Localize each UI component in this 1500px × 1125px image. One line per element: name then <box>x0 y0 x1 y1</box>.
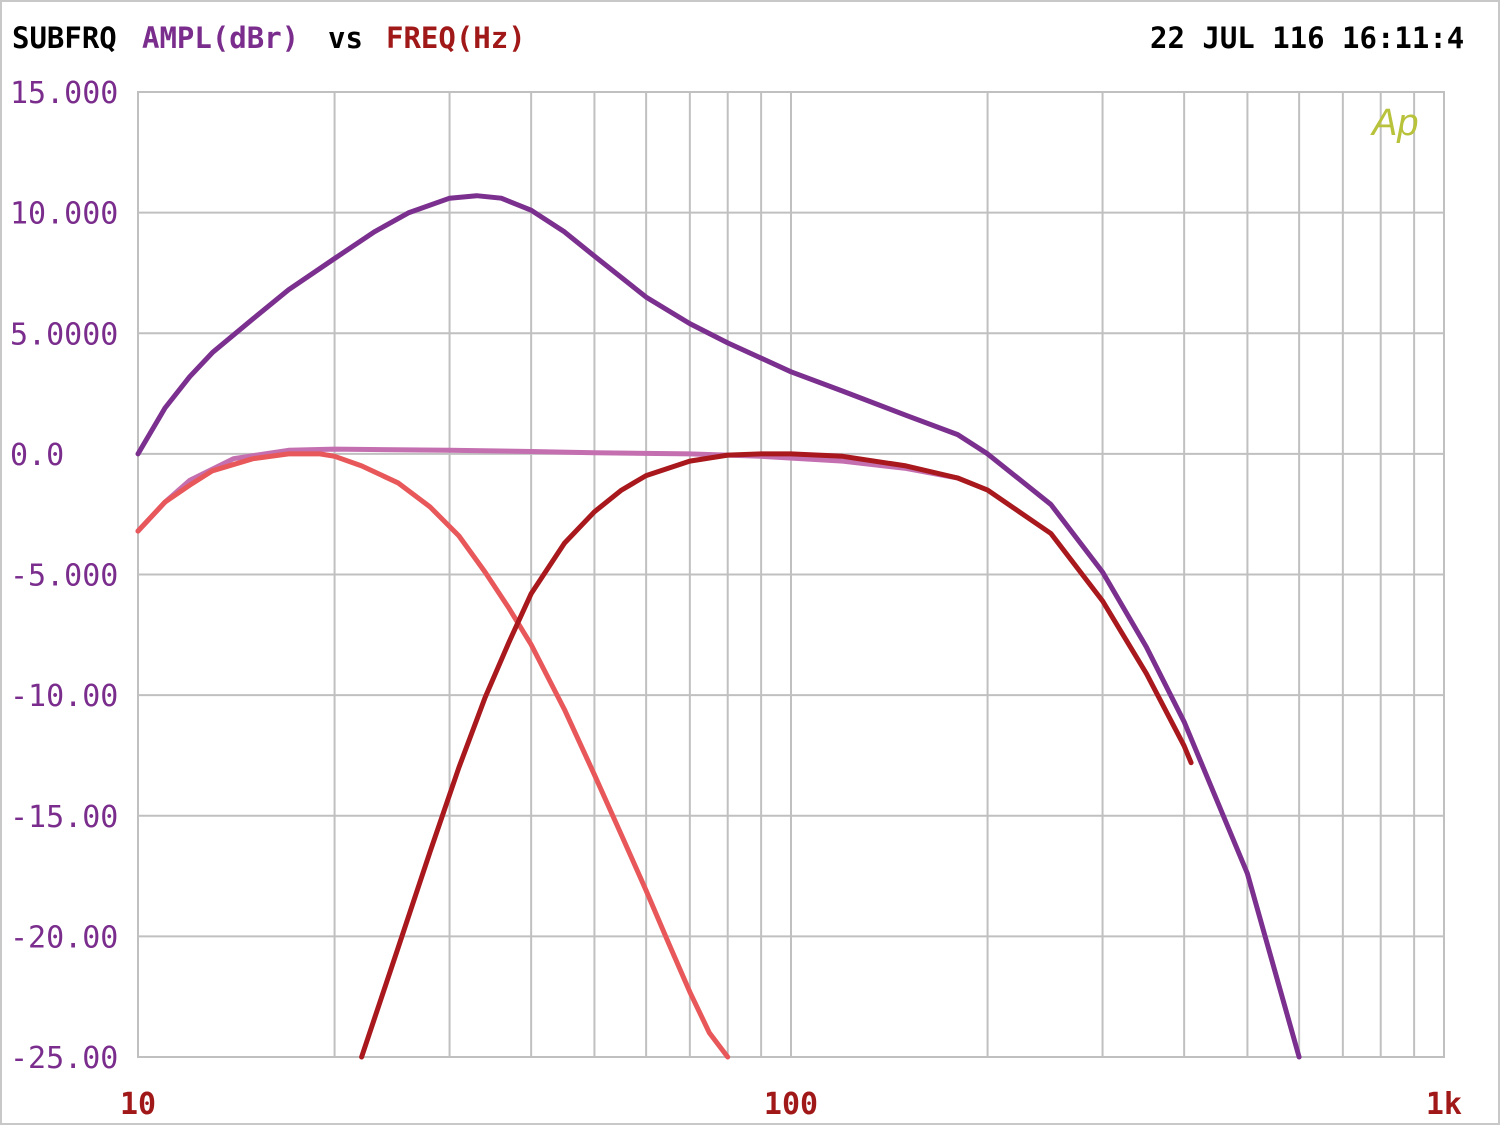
x-tick-label: 1k <box>1426 1087 1462 1122</box>
y-tick-label: 0.0 <box>10 438 64 473</box>
y-tick-label: 10.000 <box>10 197 118 232</box>
y-tick-label: -15.00 <box>10 800 118 835</box>
series-line-2 <box>135 446 961 534</box>
timestamp-label: 22 JUL 116 16:11:4 <box>1150 21 1465 55</box>
plot-grid <box>137 91 1445 1058</box>
series-group <box>135 193 1302 1060</box>
y-tick-label: 15.000 <box>10 76 118 111</box>
vs-label: vs <box>328 21 363 55</box>
x-tick-label: 100 <box>764 1087 818 1122</box>
y-tick-label: -5.000 <box>10 559 118 594</box>
ap-logo: Ap <box>1370 102 1418 144</box>
y-tick-label: -25.00 <box>10 1041 118 1076</box>
series-line-4 <box>359 451 1194 1060</box>
y-quantity-label: AMPL(dBr) <box>142 21 300 55</box>
test-name-label: SUBFRQ <box>12 21 117 55</box>
series-line-3 <box>135 451 731 1060</box>
y-tick-label: 5.0000 <box>10 317 118 352</box>
series-line-1 <box>135 193 1302 1060</box>
y-tick-label: -10.00 <box>10 679 118 714</box>
axis-ticks: 15.000 10.000 5.0000 0.0 -5.000 -10.00 -15.00 -… <box>10 76 1462 1122</box>
x-quantity-label: FREQ(Hz) <box>386 21 526 55</box>
y-tick-label: -20.00 <box>10 920 118 955</box>
x-tick-label: 10 <box>120 1087 156 1122</box>
